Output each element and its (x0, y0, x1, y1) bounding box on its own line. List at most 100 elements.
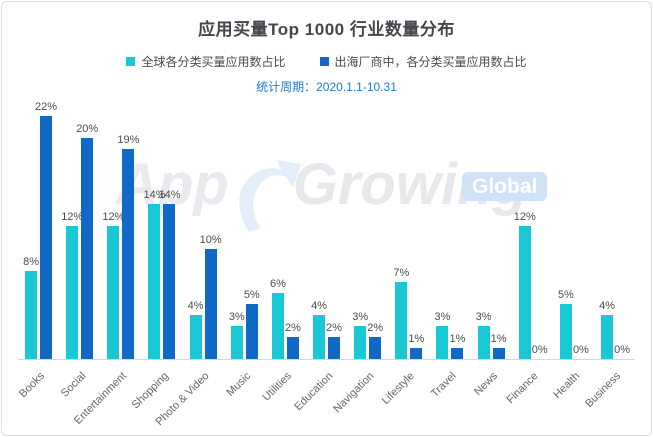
bar-group-social: 12% 20% (59, 123, 100, 359)
bar-global-lifestyle: 7% (393, 267, 409, 359)
x-axis-label-music: Music (223, 370, 253, 399)
bar-group-business: 4% 0% (594, 300, 635, 359)
bar-group-finance: 12% 0% (512, 211, 553, 359)
x-axis-cell-entertainment: Entertainment (72, 360, 141, 430)
bar-value-label: 2% (284, 321, 301, 334)
bar-value-label: 19% (117, 134, 140, 147)
bar-overseas-utilities: 2% (285, 322, 301, 359)
x-axis-cell-music: Music (224, 360, 265, 430)
bar-value-label: 8% (23, 255, 40, 268)
x-axis-cell-travel: Travel (429, 360, 470, 430)
legend-swatch-icon (319, 57, 329, 66)
x-axis-cell-education: Education (292, 360, 347, 430)
bar-group-photo-video: 4% 10% (183, 234, 224, 359)
bar-value-label: 12% (513, 211, 536, 224)
bar-global-travel: 3% (435, 311, 450, 359)
bar-value-label: 5% (243, 288, 260, 301)
bar-group-music: 3% 5% (224, 289, 265, 359)
bar-group-health: 5% 0% (553, 289, 594, 359)
x-axis-cell-finance: Finance (505, 360, 553, 430)
bar-global-books: 8% (23, 256, 39, 359)
bar-value-label: 4% (187, 299, 204, 312)
bar-value-label: 6% (269, 277, 286, 290)
x-axis-label-utilities: Utilities (260, 370, 294, 404)
bar-global-entertainment: 12% (102, 211, 124, 359)
bar-value-label: 3% (434, 310, 451, 323)
bar-value-label: 2% (367, 321, 384, 334)
chart-area: App Growing Global 8% 22% 12% 20% 12% 19% 14% 1… (18, 98, 635, 360)
bar-global-education: 4% (311, 300, 327, 359)
bar-value-label: 0% (572, 344, 589, 356)
x-axis-label-news: News (471, 370, 500, 398)
x-axis-cell-books: Books (16, 360, 59, 430)
bar-value-label: 2% (326, 321, 342, 334)
bar-value-label: 1% (408, 332, 425, 345)
bar-global-music: 3% (229, 311, 245, 359)
bar-value-label: 10% (199, 233, 222, 246)
bar-value-label: 4% (599, 299, 615, 312)
bar-value-label: 20% (76, 123, 99, 135)
bar-global-finance: 12% (514, 211, 536, 359)
legend-label: 全球各分类买量应用数占比 (141, 55, 286, 69)
bar-overseas-music: 5% (244, 289, 260, 359)
bar-group-books: 8% 22% (18, 101, 59, 359)
legend-label: 出海厂商中，各分类买量应用数占比 (334, 55, 527, 69)
legend-item-1: 出海厂商中，各分类买量应用数占比 (319, 53, 527, 70)
bar-value-label: 0% (614, 344, 630, 356)
bar-global-navigation: 3% (352, 311, 368, 359)
bar-overseas-education: 2% (326, 322, 342, 359)
x-axis-label-books: Books (16, 370, 48, 401)
bar-value-label: 3% (352, 310, 369, 323)
legend-item-0: 全球各分类买量应用数占比 (126, 53, 286, 70)
bar-overseas-social: 20% (76, 123, 98, 359)
bar-group-entertainment: 12% 19% (100, 134, 141, 359)
bar-value-label: 3% (475, 310, 492, 323)
x-axis-labels: Books Social Entertainment Shopping Photo & … (16, 360, 635, 430)
bar-global-photo-video: 4% (188, 300, 204, 359)
bar-plot: 8% 22% 12% 20% 12% 19% 14% 14% 4% 10% 3% 5% 6% 2% 4% 2%… (18, 98, 635, 360)
chart-legend: 全球各分类买量应用数占比 出海厂商中，各分类买量应用数占比 (2, 53, 651, 70)
bar-value-label: 5% (557, 288, 574, 301)
bar-overseas-navigation: 2% (367, 322, 383, 359)
bar-group-lifestyle: 7% 1% (388, 267, 429, 359)
bar-value-label: 1% (449, 332, 466, 345)
x-axis-label-travel: Travel (428, 370, 459, 400)
bar-global-social: 12% (61, 211, 83, 359)
chart-title: 应用买量Top 1000 行业数量分布 (198, 20, 455, 39)
bar-overseas-photo-video: 10% (200, 234, 222, 359)
bar-overseas-books: 22% (35, 101, 57, 359)
bar-overseas-entertainment: 19% (117, 134, 139, 359)
bar-overseas-travel: 1% (450, 333, 465, 359)
bar-value-label: 7% (393, 266, 410, 279)
x-axis-cell-business: Business (583, 360, 635, 430)
bar-global-business: 4% (599, 300, 615, 359)
bar-value-label: 14% (158, 189, 181, 202)
chart-subtitle: 统计周期：2020.1.1-10.31 (256, 80, 397, 94)
bar-value-label: 12% (102, 211, 125, 224)
bar-value-label: 12% (61, 211, 84, 224)
bar-global-health: 5% (558, 289, 574, 359)
bar-group-navigation: 3% 2% (347, 311, 388, 359)
bar-value-label: 14% (143, 189, 166, 202)
bar-value-label: 4% (311, 299, 327, 312)
bar-global-news: 3% (476, 311, 492, 359)
bar-value-label: 22% (35, 100, 58, 113)
x-axis-cell-photo-video: Photo & Video (154, 360, 224, 430)
x-axis-label-health: Health (550, 370, 582, 401)
legend-swatch-icon (126, 57, 136, 66)
bar-group-news: 3% 1% (471, 311, 512, 359)
bar-group-education: 4% 2% (306, 300, 347, 359)
bar-global-utilities: 6% (270, 278, 286, 359)
bar-value-label: 1% (490, 332, 507, 345)
bar-group-utilities: 6% 2% (265, 278, 306, 359)
bar-group-shopping: 14% 14% (141, 189, 182, 359)
x-axis-cell-lifestyle: Lifestyle (380, 360, 429, 430)
x-axis-cell-utilities: Utilities (260, 360, 306, 430)
bar-overseas-shopping: 14% (158, 189, 181, 359)
bar-overseas-lifestyle: 1% (408, 333, 424, 359)
bar-global-shopping: 14% (143, 189, 166, 359)
bar-value-label: 0% (531, 344, 548, 356)
bar-group-travel: 3% 1% (429, 311, 470, 359)
